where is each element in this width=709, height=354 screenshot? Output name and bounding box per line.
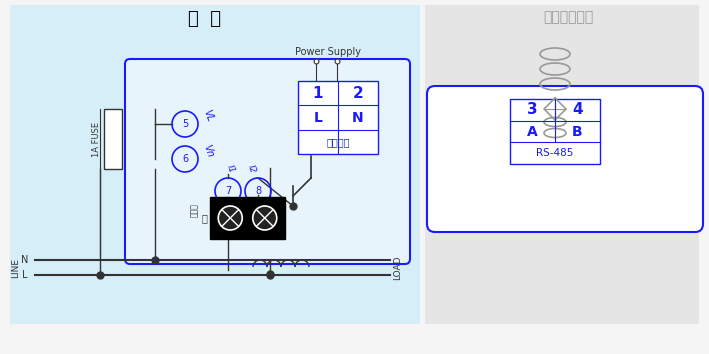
FancyBboxPatch shape bbox=[125, 59, 410, 264]
Text: Power Supply: Power Supply bbox=[295, 47, 361, 57]
Text: L: L bbox=[313, 110, 323, 125]
Text: N: N bbox=[21, 255, 28, 265]
Text: 互感器: 互感器 bbox=[190, 203, 199, 217]
Text: LOAD: LOAD bbox=[393, 255, 403, 280]
Text: 6: 6 bbox=[182, 154, 188, 164]
Text: L: L bbox=[22, 270, 28, 280]
Text: A: A bbox=[527, 125, 538, 138]
Text: Vn: Vn bbox=[201, 143, 215, 159]
Text: 5: 5 bbox=[182, 119, 188, 129]
Bar bbox=[10, 5, 420, 324]
Text: B: B bbox=[572, 125, 583, 138]
FancyBboxPatch shape bbox=[427, 86, 703, 232]
Text: 2: 2 bbox=[352, 86, 364, 101]
Bar bbox=[210, 197, 285, 239]
Text: 仪表电源: 仪表电源 bbox=[326, 137, 350, 147]
Text: 排: 排 bbox=[201, 213, 207, 223]
Text: 7: 7 bbox=[225, 186, 231, 196]
Text: 4: 4 bbox=[572, 102, 583, 117]
Text: VL: VL bbox=[201, 109, 215, 123]
Text: RS-485: RS-485 bbox=[536, 148, 574, 158]
Bar bbox=[425, 5, 699, 324]
Text: N: N bbox=[352, 110, 364, 125]
Text: 1: 1 bbox=[313, 86, 323, 101]
Text: LINE: LINE bbox=[11, 257, 21, 278]
Circle shape bbox=[218, 206, 242, 230]
Bar bbox=[298, 81, 378, 154]
Bar bbox=[510, 99, 600, 164]
Text: I1: I1 bbox=[225, 164, 237, 175]
Text: I2: I2 bbox=[246, 164, 257, 175]
Text: 通讯（可选）: 通讯（可选） bbox=[543, 10, 593, 24]
Text: 本  体: 本 体 bbox=[189, 10, 221, 28]
Text: 1A FUSE: 1A FUSE bbox=[92, 121, 101, 156]
Text: 3: 3 bbox=[527, 102, 538, 117]
Circle shape bbox=[252, 206, 277, 230]
Bar bbox=[104, 109, 122, 169]
Text: 8: 8 bbox=[255, 186, 261, 196]
